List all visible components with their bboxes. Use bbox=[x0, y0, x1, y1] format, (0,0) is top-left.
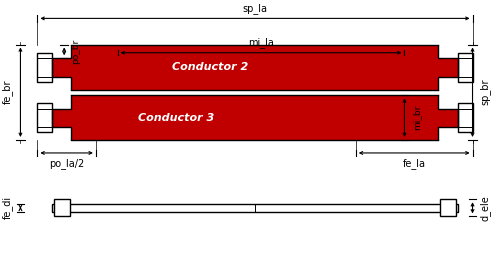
Text: po_br: po_br bbox=[72, 39, 81, 64]
Bar bbox=[458, 52, 473, 82]
Bar bbox=[440, 199, 455, 216]
Text: mi_la: mi_la bbox=[248, 37, 274, 48]
Bar bbox=[52, 58, 72, 77]
Bar bbox=[38, 52, 52, 82]
Bar bbox=[439, 109, 458, 127]
Bar bbox=[52, 204, 458, 212]
Bar bbox=[458, 103, 473, 132]
Text: fe_la: fe_la bbox=[403, 158, 426, 169]
Text: po_la/2: po_la/2 bbox=[49, 158, 84, 169]
Text: d_ele: d_ele bbox=[480, 195, 491, 221]
Text: sp_br: sp_br bbox=[480, 79, 491, 105]
Bar bbox=[72, 95, 439, 140]
Bar bbox=[72, 44, 439, 90]
Text: fe_br: fe_br bbox=[2, 80, 13, 105]
Text: Conductor 3: Conductor 3 bbox=[138, 113, 214, 123]
Bar bbox=[52, 109, 72, 127]
Text: fe_di: fe_di bbox=[2, 196, 13, 219]
Bar bbox=[38, 103, 52, 132]
Text: sp_la: sp_la bbox=[243, 3, 267, 14]
Bar bbox=[439, 58, 458, 77]
Bar bbox=[54, 199, 70, 216]
Text: Conductor 2: Conductor 2 bbox=[172, 63, 248, 72]
Text: mi_br: mi_br bbox=[412, 105, 421, 130]
